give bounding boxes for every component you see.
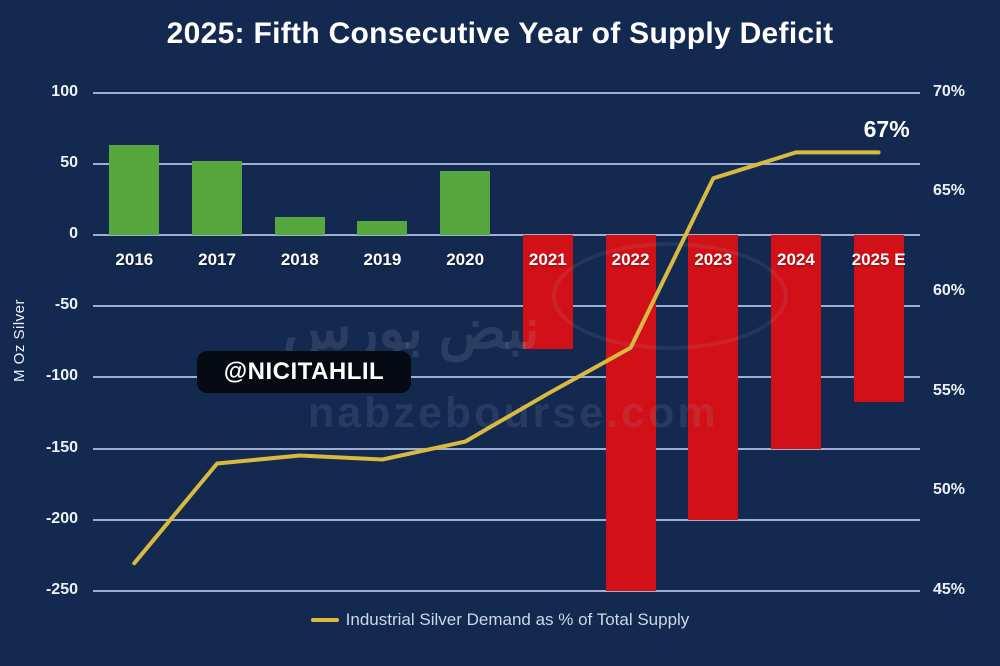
left-tick--50: -50 xyxy=(54,296,78,314)
bar-2020 xyxy=(440,170,491,235)
gridline-100 xyxy=(93,91,920,94)
year-label-2022: 2022 xyxy=(611,250,650,270)
right-tick-70: 70% xyxy=(933,82,966,100)
left-tick--150: -150 xyxy=(45,438,78,456)
right-tick-55: 55% xyxy=(933,381,966,399)
legend: Industrial Silver Demand as % of Total S… xyxy=(0,610,1000,630)
bar-2018 xyxy=(274,216,325,236)
right-tick-65: 65% xyxy=(933,182,966,200)
line-end-value-label: 67% xyxy=(863,116,910,143)
left-tick-50: 50 xyxy=(60,153,78,171)
bar-2019 xyxy=(357,220,408,236)
year-label-2020: 2020 xyxy=(446,250,485,270)
right-tick-45: 45% xyxy=(933,581,966,599)
year-label-2018: 2018 xyxy=(280,250,319,270)
year-label-2019: 2019 xyxy=(363,250,402,270)
year-label-2024: 2024 xyxy=(777,250,815,270)
gridline--200 xyxy=(93,518,920,521)
gridline--250 xyxy=(93,590,920,593)
year-label-2021: 2021 xyxy=(528,250,567,270)
year-label-2017: 2017 xyxy=(198,250,236,270)
year-label-2023: 2023 xyxy=(694,250,733,270)
legend-line-swatch xyxy=(310,618,339,622)
watermark-site-text: nabzebourse.com xyxy=(308,389,719,437)
bar-2017 xyxy=(192,160,243,236)
left-tick--200: -200 xyxy=(45,509,78,527)
right-tick-50: 50% xyxy=(933,481,966,499)
bar-2016 xyxy=(109,145,160,236)
legend-label: Industrial Silver Demand as % of Total S… xyxy=(345,610,690,629)
chart-title: 2025: Fifth Consecutive Year of Supply D… xyxy=(166,17,834,50)
watermark-handle-badge: @NICITAHLIL xyxy=(197,351,411,393)
left-tick-100: 100 xyxy=(51,82,78,100)
left-tick-0: 0 xyxy=(69,225,78,243)
year-label-2016: 2016 xyxy=(115,250,154,270)
right-tick-60: 60% xyxy=(933,282,966,299)
left-tick--100: -100 xyxy=(45,367,78,385)
year-label-2025-e: 2025 E xyxy=(851,250,906,270)
left-tick--250: -250 xyxy=(45,581,78,599)
